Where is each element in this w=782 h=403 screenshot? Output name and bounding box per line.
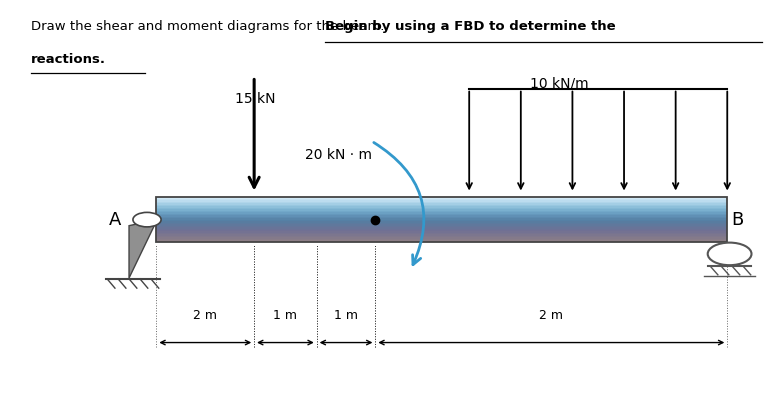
Text: A: A xyxy=(109,211,121,229)
Bar xyxy=(156,231,727,233)
Bar xyxy=(156,233,727,235)
Bar xyxy=(156,209,727,211)
Text: Begin by using a FBD to determine the: Begin by using a FBD to determine the xyxy=(325,20,615,33)
Bar xyxy=(156,212,727,214)
Bar xyxy=(156,206,727,208)
Bar xyxy=(156,211,727,212)
Bar xyxy=(156,240,727,242)
Bar xyxy=(156,230,727,231)
Text: reactions.: reactions. xyxy=(31,53,106,66)
Bar xyxy=(156,205,727,206)
Bar xyxy=(156,197,727,199)
Bar xyxy=(156,197,727,242)
Text: 1 m: 1 m xyxy=(274,310,297,322)
Text: B: B xyxy=(731,211,744,229)
Bar xyxy=(156,239,727,240)
Bar xyxy=(156,229,727,230)
Bar xyxy=(156,214,727,215)
Circle shape xyxy=(708,243,752,265)
Bar xyxy=(156,226,727,227)
Bar xyxy=(156,215,727,217)
Text: 15 kN: 15 kN xyxy=(235,92,275,106)
Bar xyxy=(156,235,727,236)
Bar xyxy=(156,202,727,204)
Bar xyxy=(156,218,727,220)
Bar xyxy=(156,200,727,202)
Text: Draw the shear and moment diagrams for the beam.: Draw the shear and moment diagrams for t… xyxy=(31,20,393,33)
Text: 2 m: 2 m xyxy=(193,310,217,322)
Bar xyxy=(156,224,727,226)
Polygon shape xyxy=(129,220,157,278)
Bar xyxy=(156,221,727,222)
Bar xyxy=(156,222,727,224)
Bar xyxy=(156,236,727,237)
FancyArrowPatch shape xyxy=(374,143,424,265)
Bar xyxy=(156,220,727,221)
Bar xyxy=(156,217,727,218)
Bar xyxy=(156,199,727,200)
Bar xyxy=(156,227,727,229)
Bar xyxy=(156,237,727,239)
Text: 20 kN · m: 20 kN · m xyxy=(305,148,372,162)
Bar xyxy=(156,208,727,209)
Text: 10 kN/m: 10 kN/m xyxy=(530,77,588,91)
Text: 2 m: 2 m xyxy=(540,310,563,322)
Bar xyxy=(156,204,727,205)
Circle shape xyxy=(133,212,161,227)
Text: 1 m: 1 m xyxy=(334,310,358,322)
